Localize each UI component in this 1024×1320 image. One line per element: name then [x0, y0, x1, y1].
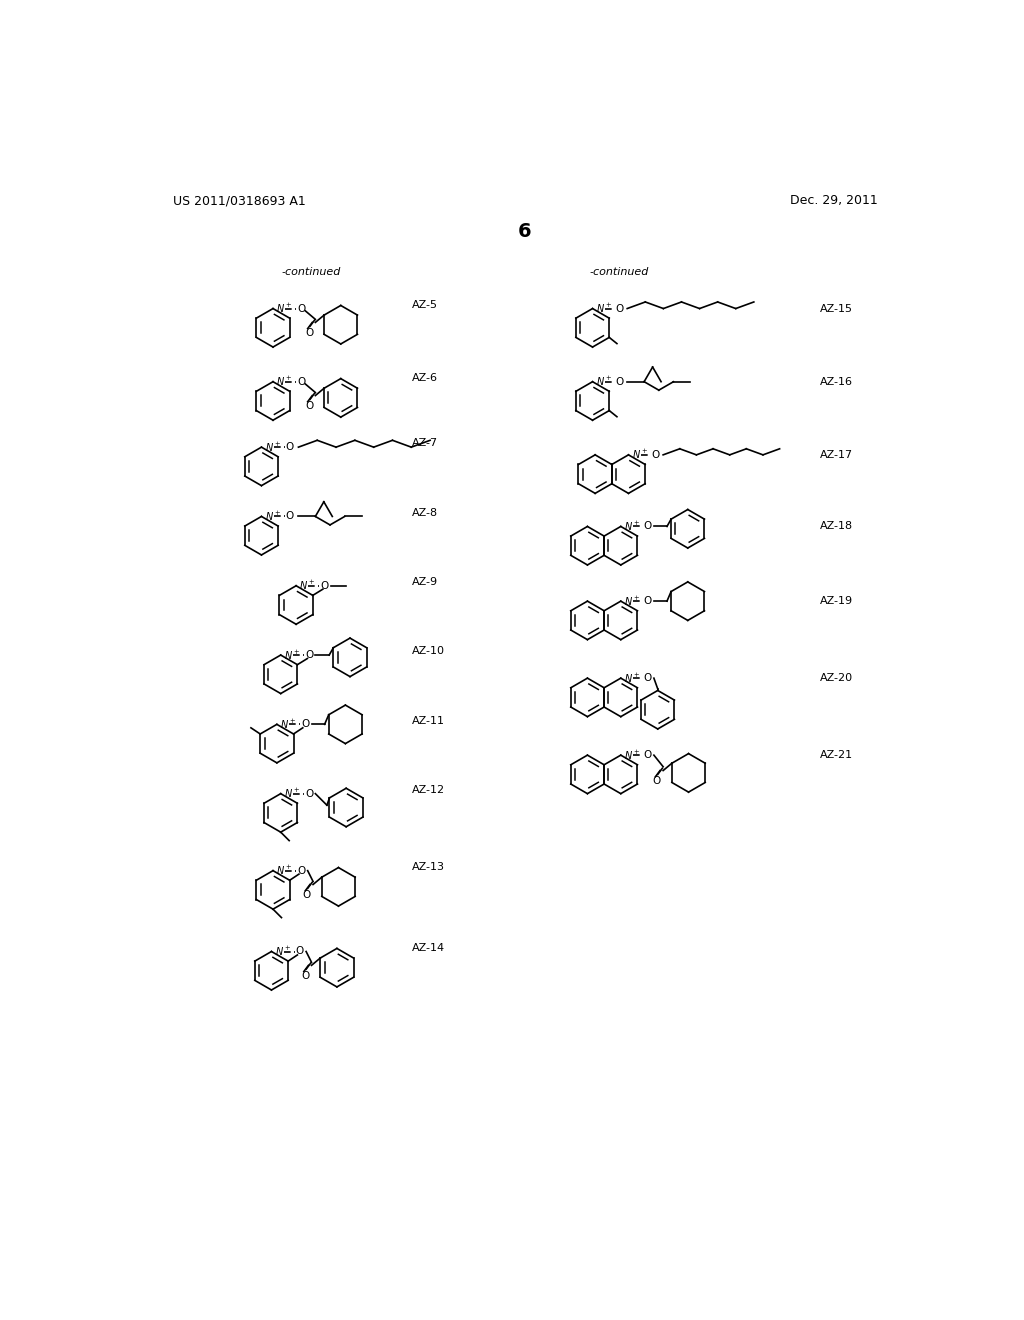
Text: O: O: [615, 304, 624, 314]
Text: $N^+$: $N^+$: [284, 787, 300, 800]
Text: O: O: [305, 401, 313, 412]
Text: O: O: [305, 649, 313, 660]
Text: O: O: [305, 788, 313, 799]
Text: O: O: [297, 304, 305, 314]
Text: $N^+$: $N^+$: [596, 302, 612, 315]
Text: AZ-21: AZ-21: [819, 750, 853, 760]
Text: O: O: [296, 946, 304, 957]
Text: O: O: [305, 329, 313, 338]
Text: AZ-13: AZ-13: [412, 862, 444, 871]
Text: $N^+$: $N^+$: [624, 748, 640, 762]
Text: AZ-16: AZ-16: [819, 376, 853, 387]
Text: $N^+$: $N^+$: [624, 520, 640, 533]
Text: -continued: -continued: [282, 268, 341, 277]
Text: $N^+$: $N^+$: [264, 510, 281, 523]
Text: US 2011/0318693 A1: US 2011/0318693 A1: [173, 194, 305, 207]
Text: O: O: [651, 450, 659, 459]
Text: AZ-5: AZ-5: [412, 300, 437, 310]
Text: AZ-7: AZ-7: [412, 438, 437, 449]
Text: $N^+$: $N^+$: [276, 302, 292, 315]
Text: Dec. 29, 2011: Dec. 29, 2011: [790, 194, 878, 207]
Text: AZ-19: AZ-19: [819, 597, 853, 606]
Text: $N^+$: $N^+$: [596, 375, 612, 388]
Text: AZ-6: AZ-6: [412, 372, 437, 383]
Text: AZ-20: AZ-20: [819, 673, 853, 684]
Text: AZ-17: AZ-17: [819, 450, 853, 459]
Text: O: O: [286, 442, 294, 453]
Text: $N^+$: $N^+$: [632, 449, 648, 462]
Text: AZ-14: AZ-14: [412, 942, 444, 953]
Text: O: O: [644, 521, 652, 532]
Text: AZ-18: AZ-18: [819, 521, 853, 532]
Text: $N^+$: $N^+$: [284, 648, 300, 661]
Text: AZ-11: AZ-11: [412, 715, 444, 726]
Text: O: O: [653, 776, 662, 787]
Text: O: O: [615, 376, 624, 387]
Text: $N^+$: $N^+$: [274, 945, 291, 958]
Text: O: O: [297, 376, 305, 387]
Text: AZ-15: AZ-15: [819, 304, 853, 314]
Text: -continued: -continued: [590, 268, 649, 277]
Text: $N^+$: $N^+$: [276, 375, 292, 388]
Text: O: O: [644, 597, 652, 606]
Text: $N^+$: $N^+$: [276, 865, 292, 878]
Text: $N^+$: $N^+$: [280, 718, 296, 731]
Text: AZ-12: AZ-12: [412, 785, 444, 795]
Text: O: O: [301, 972, 309, 981]
Text: 6: 6: [518, 222, 531, 242]
Text: $N^+$: $N^+$: [264, 441, 281, 454]
Text: O: O: [303, 890, 311, 900]
Text: $N^+$: $N^+$: [624, 594, 640, 607]
Text: $N^+$: $N^+$: [299, 579, 315, 593]
Text: AZ-10: AZ-10: [412, 647, 444, 656]
Text: O: O: [644, 673, 652, 684]
Text: $N^+$: $N^+$: [624, 672, 640, 685]
Text: O: O: [297, 866, 305, 875]
Text: O: O: [644, 750, 652, 760]
Text: O: O: [301, 719, 309, 730]
Text: O: O: [286, 511, 294, 521]
Text: AZ-9: AZ-9: [412, 577, 437, 587]
Text: AZ-8: AZ-8: [412, 508, 437, 517]
Text: O: O: [321, 581, 329, 591]
